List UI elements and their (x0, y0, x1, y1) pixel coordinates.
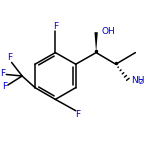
Text: F: F (0, 69, 5, 78)
Text: NH: NH (131, 76, 144, 85)
Text: F: F (7, 53, 13, 62)
Polygon shape (95, 32, 98, 53)
Text: OH: OH (102, 26, 116, 36)
Text: F: F (2, 82, 7, 91)
Text: F: F (75, 110, 81, 119)
Text: 2: 2 (139, 79, 143, 85)
Text: F: F (53, 22, 58, 31)
